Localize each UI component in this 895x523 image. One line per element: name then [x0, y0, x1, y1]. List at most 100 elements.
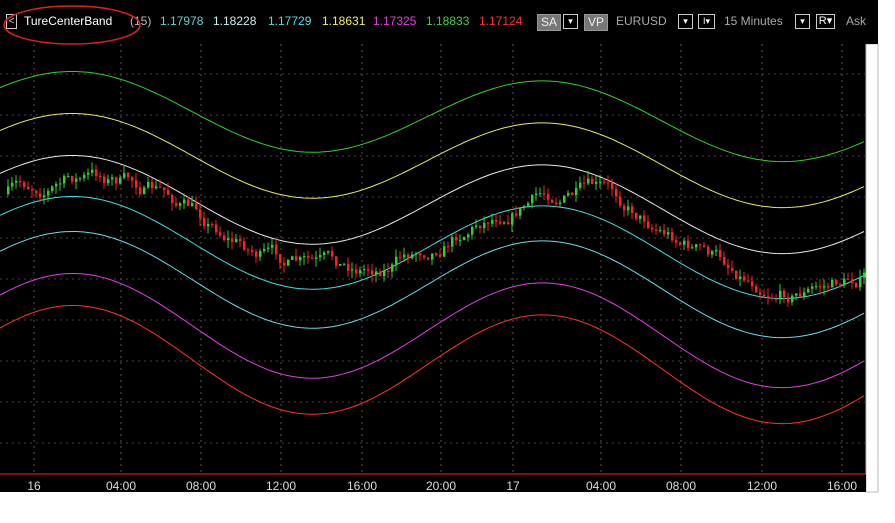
candle-body [311, 257, 314, 259]
candle-body [859, 277, 862, 288]
candle-body [307, 256, 310, 258]
dropdown[interactable]: ▾ [678, 14, 693, 29]
candle-body [491, 219, 494, 224]
candle-body [143, 187, 146, 195]
candle-body [731, 268, 734, 271]
candle-body [179, 203, 182, 206]
candle-body [19, 181, 22, 183]
candle-body [107, 179, 110, 184]
candle-body [27, 186, 30, 190]
candle-body [351, 269, 354, 271]
candle-body [687, 240, 690, 249]
candle-body [459, 240, 462, 242]
candle-body [627, 206, 630, 211]
candle-body [87, 172, 90, 175]
candle-body [851, 279, 854, 283]
candle-body [567, 193, 570, 196]
band-value: 1.17124 [479, 14, 523, 28]
candle-body [223, 235, 226, 240]
candle-body [79, 178, 82, 180]
candle-body [679, 242, 682, 245]
candle-body [667, 232, 670, 235]
candle-body [643, 215, 646, 222]
band-line [0, 273, 865, 389]
candle-body [215, 224, 218, 233]
candle-body [611, 182, 614, 190]
candle-body [95, 169, 98, 176]
candle-body [395, 256, 398, 265]
candle-body [439, 255, 442, 257]
candle-body [447, 246, 450, 248]
candle-body [835, 279, 838, 285]
candle-body [659, 230, 662, 232]
candle-body [571, 193, 574, 196]
candle-body [39, 193, 42, 198]
close-icon[interactable]: < [6, 14, 17, 29]
candle-body [363, 269, 366, 271]
candle-body [331, 251, 334, 257]
x-tick-label: 20:00 [426, 479, 456, 493]
candle-body [635, 212, 638, 219]
band-value: 1.18833 [426, 14, 470, 28]
candle-body [663, 230, 666, 235]
chart: 16 04:00 08:00 12:00 16:00 20:00 17 04:00 08:00 1… [0, 44, 879, 493]
candle-body [123, 173, 126, 178]
candle-body [507, 222, 510, 225]
candle-body [751, 281, 754, 287]
candle-body [315, 257, 318, 259]
timeframe[interactable]: 15 Minutes [724, 14, 783, 28]
candle-body [411, 254, 414, 259]
candle-body [235, 239, 238, 242]
candle-body [207, 224, 210, 227]
candle-body [863, 272, 866, 278]
sa-button[interactable]: SA [537, 14, 562, 31]
candle-body [543, 193, 546, 195]
candle-body [183, 199, 186, 204]
candle-body [707, 246, 710, 255]
candle-body [227, 238, 230, 240]
candle-body [599, 181, 602, 183]
candle-body [583, 182, 586, 184]
candle-body [267, 247, 270, 249]
candle-body [231, 238, 234, 242]
candle-body [23, 182, 26, 187]
candle-body [587, 178, 590, 184]
candle-body [575, 187, 578, 196]
candle-body [75, 178, 78, 182]
scrollbar [865, 44, 879, 493]
candle-body [259, 251, 262, 257]
candle-body [471, 227, 474, 235]
candle-body [515, 213, 518, 216]
price-dropdown[interactable]: R▾ [816, 14, 835, 29]
candle-body [35, 190, 38, 194]
candle-body [239, 239, 242, 242]
candle-body [647, 221, 650, 228]
candle-body [407, 254, 410, 259]
candle-body [103, 176, 106, 184]
indicator-name[interactable]: TureCenterBand [24, 14, 113, 28]
candle-body [843, 278, 846, 286]
candle-body [607, 182, 610, 184]
candle-body [327, 251, 330, 253]
candle-body [815, 286, 818, 288]
candle-body [463, 237, 466, 241]
candle-body [359, 270, 362, 274]
chart-style-dropdown[interactable]: I▾ [698, 14, 715, 29]
candle-body [651, 227, 654, 230]
vp-button[interactable]: VP [584, 14, 609, 31]
candle-body [399, 256, 402, 258]
candle-body [99, 175, 102, 177]
dropdown[interactable]: ▾ [563, 14, 578, 29]
candle-body [823, 286, 826, 288]
x-tick-label: 16:00 [347, 479, 377, 493]
candle-body [43, 195, 46, 198]
candle-body [271, 244, 274, 248]
symbol[interactable]: EURUSD [616, 14, 667, 28]
dropdown[interactable]: ▾ [795, 14, 810, 29]
candle-body [31, 189, 34, 191]
candle-body [279, 254, 282, 263]
candle-body [519, 207, 522, 216]
candle-body [367, 269, 370, 271]
candle-body [547, 194, 550, 200]
candle-body [155, 186, 158, 189]
